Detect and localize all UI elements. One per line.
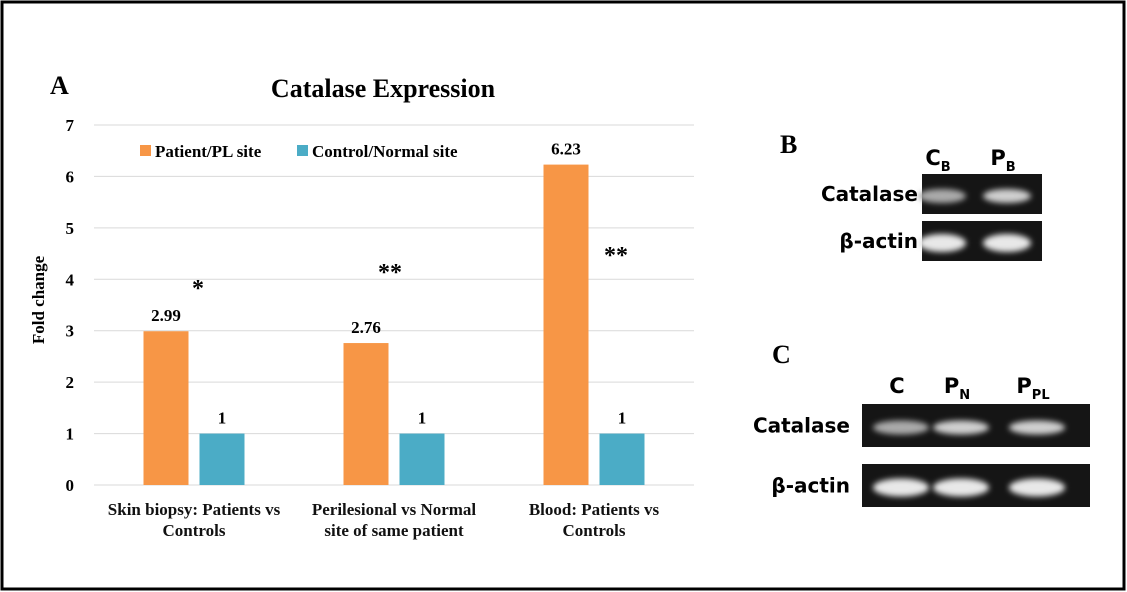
gel-band xyxy=(873,479,929,497)
lane-label: CB xyxy=(925,146,950,175)
panel-label: B xyxy=(780,130,797,159)
y-tick-label: 0 xyxy=(66,476,75,495)
legend-label: Patient/PL site xyxy=(155,142,262,161)
lane-letter: C xyxy=(925,146,940,170)
y-axis-label: Fold change xyxy=(29,255,48,344)
bar xyxy=(400,434,445,485)
lane-label: C xyxy=(889,374,904,398)
gel-band xyxy=(933,479,989,497)
y-tick-label: 4 xyxy=(66,270,75,289)
y-tick-label: 6 xyxy=(66,167,75,186)
lane-letter: P xyxy=(990,146,1005,170)
gel-band xyxy=(933,421,989,435)
lane-letter: C xyxy=(889,374,904,398)
lane-subscript: B xyxy=(1006,160,1016,175)
bar xyxy=(200,434,245,485)
lane-letter: P xyxy=(944,374,959,398)
lane-label: PPL xyxy=(1016,374,1049,403)
row-label: β-actin xyxy=(839,229,918,253)
gel-band xyxy=(918,234,966,252)
x-tick-label: Perilesional vs Normal site of same pati… xyxy=(299,499,489,541)
gel-band xyxy=(1009,479,1065,497)
value-label: 1 xyxy=(218,409,227,428)
bar xyxy=(144,331,189,485)
chart-title: Catalase Expression xyxy=(271,74,496,103)
lane-subscript: PL xyxy=(1032,388,1050,403)
lane-subscript: N xyxy=(959,388,970,403)
lane-letter: P xyxy=(1016,374,1031,398)
bar xyxy=(344,343,389,485)
panel-label: A xyxy=(50,71,69,100)
lane-subscript: B xyxy=(941,160,951,175)
significance-label: ** xyxy=(604,243,628,269)
value-label: 1 xyxy=(618,409,627,428)
y-tick-label: 2 xyxy=(66,373,75,392)
significance-label: ** xyxy=(378,260,402,286)
value-label: 1 xyxy=(418,409,427,428)
x-tick-label: Blood: Patients vs Controls xyxy=(499,499,689,541)
lane-label: PB xyxy=(990,146,1015,175)
panel-label: C xyxy=(772,340,791,369)
value-label: 6.23 xyxy=(551,140,581,159)
bar xyxy=(544,165,589,485)
y-tick-label: 1 xyxy=(66,425,75,444)
y-tick-label: 5 xyxy=(66,219,75,238)
value-label: 2.99 xyxy=(151,306,181,325)
legend-swatch xyxy=(140,145,151,156)
gel-band xyxy=(873,421,929,435)
gel-band xyxy=(918,189,966,203)
gel-band xyxy=(983,234,1031,252)
x-tick-label: Skin biopsy: Patients vs Controls xyxy=(99,499,289,541)
row-label: β-actin xyxy=(771,474,850,498)
y-tick-label: 3 xyxy=(66,322,75,341)
value-label: 2.76 xyxy=(351,318,381,337)
y-tick-label: 7 xyxy=(66,116,75,135)
gel-band xyxy=(983,189,1031,203)
row-label: Catalase xyxy=(753,414,850,438)
significance-label: * xyxy=(192,276,204,302)
lane-label: PN xyxy=(944,374,970,403)
row-label: Catalase xyxy=(821,182,918,206)
bar xyxy=(600,434,645,485)
gel-band xyxy=(1009,421,1065,435)
legend-swatch xyxy=(297,145,308,156)
figure: A Catalase Expression Fold change B C 0 1… xyxy=(0,0,1127,592)
legend-label: Control/Normal site xyxy=(312,142,458,161)
